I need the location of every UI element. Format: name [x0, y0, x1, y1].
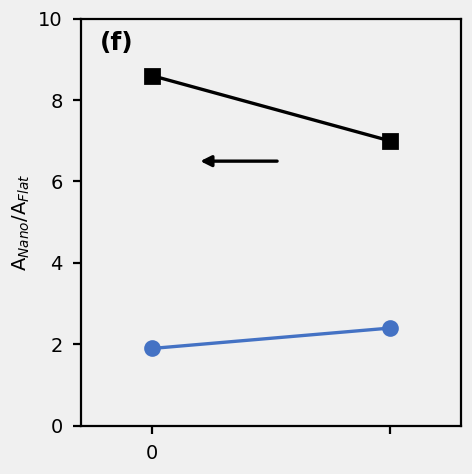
Y-axis label: A$_{Nano}$/A$_{Flat}$: A$_{Nano}$/A$_{Flat}$ — [11, 173, 33, 271]
Text: (f): (f) — [100, 31, 133, 55]
